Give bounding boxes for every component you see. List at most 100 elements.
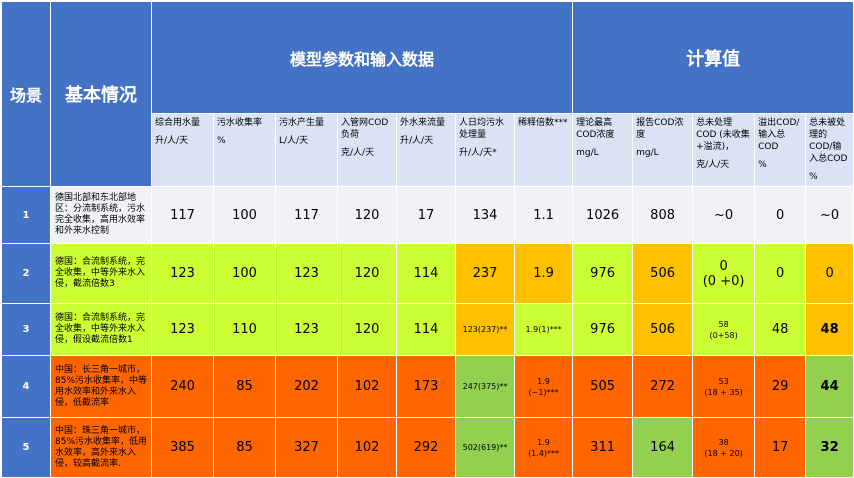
scenario-description: 中国：长三角一城市，85%污水收集率，中等用水效率和外来水入侵，低截流率 — [50, 355, 152, 418]
table-cell: 173 — [396, 355, 456, 418]
table-cell: 123 — [275, 303, 338, 356]
column-header: 外水来流量升/人/天 — [396, 113, 456, 187]
column-header: 污水产生量 L/人/天 — [275, 113, 338, 187]
scenario-id: 4 — [1, 355, 51, 418]
scenario-id: 3 — [1, 303, 51, 356]
table-row: 1 德国北部和东北部地区：分流制系统，污水完全收集，高用水效率和外来水控制 117 1… — [1, 186, 854, 244]
column-header: 总未被处理的COD/输入总COD% — [805, 113, 854, 187]
scenario-description: 德国北部和东北部地区：分流制系统，污水完全收集，高用水效率和外来水控制 — [50, 186, 152, 244]
table-row: 2 德国：合流制系统，完全收集，中等外来水入侵，截流倍数3 123 100 123 120… — [1, 243, 854, 304]
table-cell: 0 — [754, 243, 807, 304]
table-cell: 505 — [572, 355, 634, 418]
column-name: 综合用水量 — [155, 118, 201, 128]
column-header: 报告COD浓度 mg/L — [632, 113, 694, 187]
table-cell: 102 — [337, 355, 397, 418]
table-row: 4 中国：长三角一城市，85%污水收集率，中等用水效率和外来水入侵，低截流率 240… — [1, 355, 854, 418]
table-cell: 134 — [455, 186, 515, 244]
table-cell: 0 — [805, 243, 854, 304]
table-cell: 114 — [396, 243, 456, 304]
table-cell: 44 — [805, 355, 854, 418]
table-cell: ~0 — [692, 186, 756, 244]
column-unit: 克/人/天 — [696, 160, 730, 170]
table-cell: 976 — [572, 243, 634, 304]
column-header: 污水收集率% — [213, 113, 276, 187]
scenario-id: 1 — [1, 186, 51, 244]
table-cell: 247(375)** — [455, 355, 515, 418]
table-cell: 85 — [213, 417, 276, 478]
column-name: 入管网COD负荷 — [341, 118, 389, 140]
table-cell: 114 — [396, 303, 456, 356]
column-unit: L/人/天 — [279, 136, 309, 146]
column-header: 稀释倍数*** — [513, 113, 574, 187]
table-cell: 808 — [632, 186, 694, 244]
table-cell: 202 — [275, 355, 338, 418]
table-cell: 1.1 — [513, 186, 574, 244]
column-name: 总未处理COD (未收集+溢流)， — [696, 118, 750, 152]
column-unit: % — [758, 160, 767, 170]
column-name: 外水来流量 — [400, 118, 446, 128]
column-unit: 克/人/天 — [341, 148, 375, 158]
scenario-description: 中国：珠三角一城市，85%污水收集率，低用水效率，高外来水入侵，较高截流率. — [50, 417, 152, 478]
column-name: 污水产生量 — [279, 118, 325, 128]
column-header: 溢出COD/输入总COD% — [754, 113, 807, 187]
scenario-description: 德国：合流制系统，完全收集，中等外来水入侵，假设截流倍数1 — [50, 303, 152, 356]
table-cell: 506 — [632, 243, 694, 304]
header-calc: 计算值 — [572, 1, 854, 114]
table-cell: 100 — [213, 186, 276, 244]
scenario-id: 5 — [1, 417, 51, 478]
column-unit: % — [809, 172, 818, 182]
table-cell: 85 — [213, 355, 276, 418]
table-cell: 123(237)** — [455, 303, 515, 356]
column-name: 总未被处理的COD/输入总COD — [809, 118, 848, 164]
table-cell: 237 — [455, 243, 515, 304]
table-cell: 32 — [805, 417, 854, 478]
table-cell: 29 — [754, 355, 807, 418]
column-unit: 升/人/天 — [400, 136, 434, 146]
column-unit: 升/人/天 — [155, 136, 189, 146]
column-name: 污水收集率 — [217, 118, 263, 128]
table-cell: 48 — [805, 303, 854, 356]
table-cell: 0 (0 +0) — [692, 243, 756, 304]
column-unit: mg/L — [636, 148, 659, 158]
column-name: 报告COD浓度 — [636, 118, 684, 140]
column-name: 理论最高COD浓度 — [576, 118, 615, 140]
table-cell: 292 — [396, 417, 456, 478]
header-scenario: 场景 — [1, 1, 51, 187]
table-cell: 120 — [337, 303, 397, 356]
header-model-params: 模型参数和输入数据 — [150, 1, 574, 114]
table-cell: 58 (0+58) — [692, 303, 756, 356]
table-cell: 100 — [213, 243, 276, 304]
table-cell: 123 — [151, 243, 214, 304]
column-name: 溢出COD/输入总COD — [758, 118, 800, 152]
table-cell: 272 — [632, 355, 694, 418]
table-cell: 385 — [151, 417, 214, 478]
column-header: 入管网COD负荷克/人/天 — [337, 113, 397, 187]
table-cell: 17 — [754, 417, 807, 478]
column-unit: mg/L — [576, 148, 599, 158]
table-cell: 240 — [151, 355, 214, 418]
table-cell: 976 — [572, 303, 634, 356]
column-unit: 升/人/天* — [459, 148, 497, 158]
table-cell: 1.9 (~1)*** — [513, 355, 574, 418]
table-cell: 327 — [275, 417, 338, 478]
table-cell: 123 — [151, 303, 214, 356]
table-cell: 164 — [632, 417, 694, 478]
table-row: 5 中国：珠三角一城市，85%污水收集率，低用水效率，高外来水入侵，较高截流率. 3… — [1, 417, 854, 478]
table-cell: 506 — [632, 303, 694, 356]
table-cell: 110 — [213, 303, 276, 356]
column-header: 综合用水量升/人/天 — [151, 113, 214, 187]
table-cell: 1026 — [572, 186, 634, 244]
table-cell: 48 — [754, 303, 807, 356]
table-cell: 1.9(1)*** — [513, 303, 574, 356]
column-header: 总未处理COD (未收集+溢流)， 克/人/天 — [692, 113, 756, 187]
column-header: 人日均污水 处理量 升/人/天* — [455, 113, 515, 187]
table-cell: 102 — [337, 417, 397, 478]
table-cell: 120 — [337, 186, 397, 244]
column-name: 稀释倍数*** — [518, 118, 568, 128]
table-row: 3 德国：合流制系统，完全收集，中等外来水入侵，假设截流倍数1 123 110 123 1… — [1, 303, 854, 356]
scenario-id: 2 — [1, 243, 51, 304]
table-cell: 117 — [151, 186, 214, 244]
table-cell: 120 — [337, 243, 397, 304]
table-cell: 502(619)** — [455, 417, 515, 478]
